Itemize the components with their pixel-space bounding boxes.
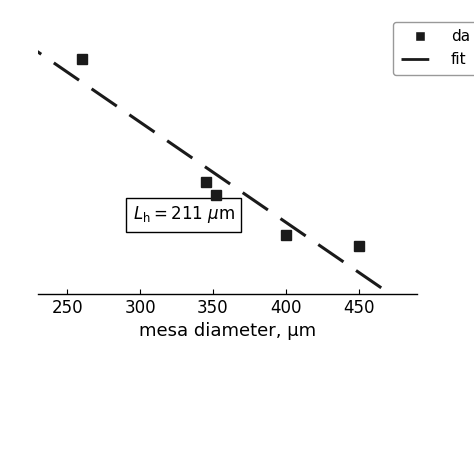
Text: $L_\mathrm{h} = 211\ \mu\mathrm{m}$: $L_\mathrm{h} = 211\ \mu\mathrm{m}$ xyxy=(133,204,235,225)
Legend: da, fit: da, fit xyxy=(393,22,474,75)
X-axis label: mesa diameter, μm: mesa diameter, μm xyxy=(139,322,316,340)
